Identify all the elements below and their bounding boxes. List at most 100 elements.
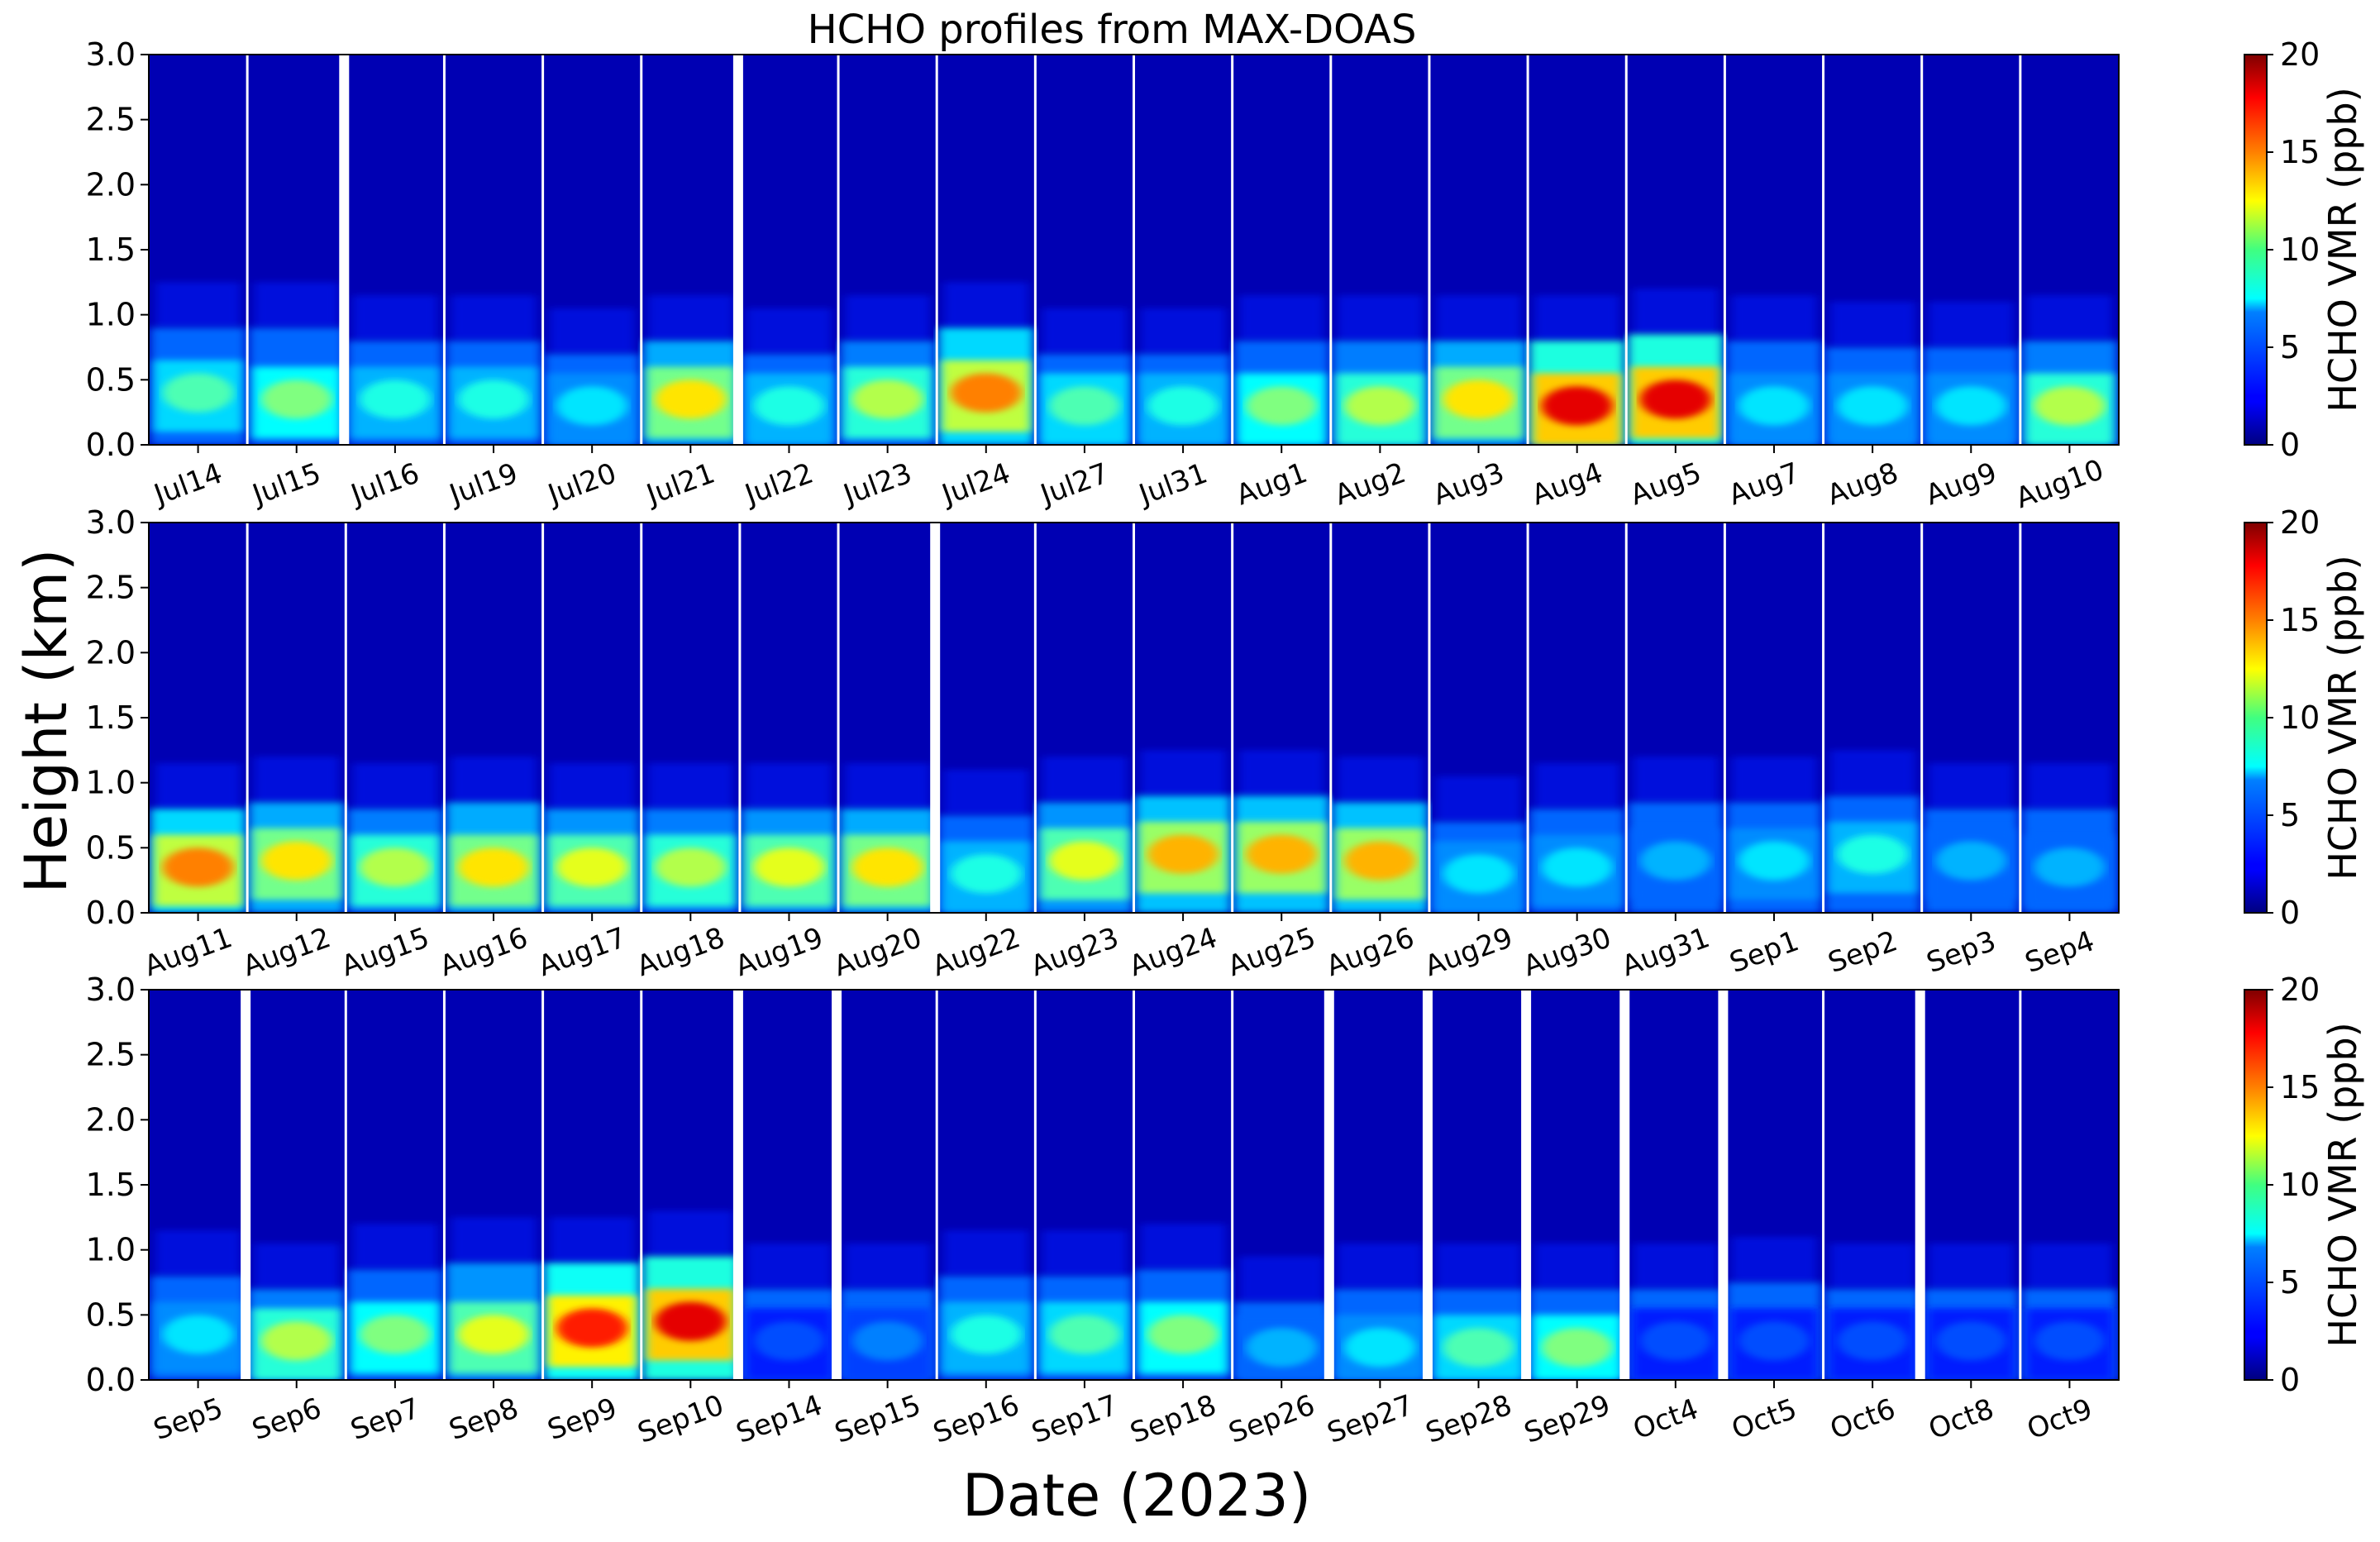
x-tick-label: Aug4 [1528, 456, 1607, 513]
x-tick-label: Aug24 [1125, 921, 1222, 983]
profile-column-aug22 [938, 769, 1034, 913]
profile-column-sep14 [741, 1243, 837, 1380]
day-separator [1329, 55, 1333, 445]
y-tick-label: 1.0 [86, 1232, 136, 1268]
plume-aug10 [2026, 295, 2112, 341]
profile-column-sep27 [1332, 1243, 1428, 1380]
day-separator [442, 523, 446, 913]
day-separator [1231, 523, 1234, 913]
day-separator [1428, 55, 1431, 445]
core-sep4 [2034, 847, 2106, 887]
x-tick-label: Aug25 [1223, 921, 1320, 983]
core-aug18 [655, 847, 727, 887]
core-aug1 [1246, 386, 1318, 426]
profile-column-sep4 [2021, 763, 2117, 913]
x-tick-label: Sep3 [1922, 924, 2000, 980]
plume-aug22 [943, 769, 1029, 815]
x-tick-label: Sep17 [1028, 1389, 1123, 1450]
profile-column-aug10 [2021, 295, 2117, 445]
x-tick-label: Aug20 [830, 921, 927, 983]
colorbar-tick-label: 0 [2280, 1362, 2300, 1398]
core-sep9 [556, 1308, 628, 1348]
day-separator [246, 55, 249, 445]
core-sep28 [1443, 1328, 1514, 1368]
day-separator [935, 55, 938, 445]
data-gap [732, 990, 743, 1380]
core-sep2 [1837, 834, 1909, 874]
data-gap [1521, 990, 1532, 1380]
colorbar-tick-label: 10 [2280, 699, 2320, 736]
day-separator [1920, 523, 1924, 913]
plume-sep4 [2026, 763, 2112, 809]
x-tick-label: Oct4 [1629, 1392, 1702, 1446]
plume-jul21 [647, 295, 733, 341]
profile-column-oct4 [1628, 1243, 1724, 1380]
plume-oct4 [1633, 1243, 1719, 1289]
x-tick-label: Aug18 [632, 921, 729, 983]
day-separator [1329, 523, 1333, 913]
x-tick-label: Aug1 [1232, 456, 1311, 513]
profile-column-sep10 [642, 1210, 738, 1380]
colorbar-tick-label: 20 [2280, 504, 2320, 541]
profile-column-aug19 [741, 763, 837, 913]
day-separator [1822, 55, 1825, 445]
data-gap [732, 55, 743, 445]
profile-column-aug7 [1726, 295, 1822, 445]
x-tick-label: Jul20 [542, 456, 621, 512]
profile-column-oct9 [2021, 1243, 2117, 1380]
core-aug7 [1738, 386, 1810, 426]
colorbar-tick-label: 0 [2280, 427, 2300, 463]
core-aug22 [950, 854, 1022, 894]
plume-sep2 [1829, 750, 1915, 796]
data-gap [1422, 990, 1433, 1380]
x-tick-label: Sep5 [150, 1392, 227, 1447]
x-tick-label: Jul24 [937, 456, 1015, 512]
x-tick-label: Sep26 [1224, 1389, 1319, 1450]
core-sep5 [162, 1315, 234, 1354]
core-sep3 [1935, 841, 2007, 881]
plume-jul19 [451, 295, 537, 341]
core-oct4 [1639, 1321, 1711, 1361]
x-tick-label: Sep1 [1725, 924, 1803, 980]
x-tick-label: Sep18 [1126, 1389, 1221, 1450]
plume-jul14 [155, 282, 241, 328]
plume-aug31 [1633, 757, 1719, 803]
core-aug4 [1541, 386, 1613, 426]
x-tick-label: Aug26 [1322, 921, 1419, 983]
y-tick-label: 2.5 [86, 102, 136, 138]
plume-aug23 [1042, 757, 1128, 803]
core-sep7 [359, 1315, 431, 1354]
plume-aug8 [1829, 301, 1915, 347]
y-tick-label: 1.0 [86, 765, 136, 801]
colorbar-tick-label: 5 [2280, 329, 2300, 365]
day-separator [1526, 55, 1529, 445]
plume-sep28 [1435, 1243, 1522, 1289]
x-tick-label: Jul16 [346, 456, 424, 512]
core-oct9 [2034, 1321, 2106, 1361]
y-tick-label: 2.5 [86, 1037, 136, 1073]
colorbar-tick-label: 0 [2280, 895, 2300, 931]
x-tick-label: Aug5 [1626, 456, 1705, 513]
x-tick-label: Aug10 [2011, 453, 2108, 515]
profile-column-sep26 [1233, 1256, 1329, 1380]
core-aug23 [1049, 841, 1120, 881]
core-oct6 [1837, 1321, 1909, 1361]
day-separator [2019, 523, 2022, 913]
core-jul31 [1147, 386, 1219, 426]
plume-aug17 [549, 763, 635, 809]
day-separator [246, 523, 249, 913]
plume-sep17 [1042, 1230, 1128, 1277]
profile-column-jul20 [544, 308, 640, 445]
profile-column-aug1 [1233, 295, 1329, 445]
profile-column-aug30 [1529, 763, 1625, 913]
core-aug10 [2034, 386, 2106, 426]
data-gap [1324, 990, 1334, 1380]
core-aug29 [1443, 854, 1514, 894]
core-sep14 [753, 1321, 825, 1361]
y-tick-label: 2.0 [86, 166, 136, 203]
profile-column-aug16 [446, 757, 541, 913]
plume-aug26 [1337, 757, 1423, 803]
x-tick-label: Sep4 [2021, 924, 2099, 980]
profile-column-oct6 [1824, 1243, 1920, 1380]
